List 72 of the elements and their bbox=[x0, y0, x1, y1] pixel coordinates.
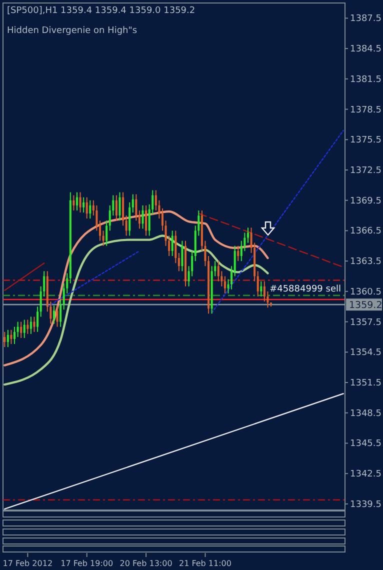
x-tick-label: 17 Feb 19:00 bbox=[60, 559, 114, 568]
candlestick bbox=[256, 270, 259, 297]
y-tick-label: 1354.5 bbox=[350, 348, 382, 358]
candlestick bbox=[224, 276, 226, 294]
candlestick bbox=[4, 331, 6, 348]
candlestick bbox=[6, 329, 9, 348]
ref-line-label: 1359.2 bbox=[349, 300, 382, 312]
x-tick-label: 17 Feb 2012 bbox=[2, 559, 53, 568]
candlestick bbox=[30, 316, 32, 334]
candlestick bbox=[86, 196, 88, 220]
candlestick bbox=[23, 319, 26, 338]
y-tick-label: 1363.5 bbox=[350, 257, 382, 268]
candlestick bbox=[132, 194, 134, 213]
candlestick bbox=[96, 204, 98, 232]
candlestick bbox=[16, 321, 19, 338]
x-tick-label: 21 Feb 11:00 bbox=[179, 559, 232, 568]
candlestick bbox=[138, 210, 140, 230]
candlestick bbox=[246, 227, 249, 244]
candlestick bbox=[115, 194, 118, 222]
candlestick bbox=[174, 230, 177, 264]
candlestick bbox=[135, 194, 138, 222]
candlestick bbox=[36, 306, 39, 332]
chart-title: [SP500],H1 1359.4 1359.4 1359.0 1359.2 bbox=[7, 6, 196, 16]
candlestick bbox=[145, 204, 148, 236]
candlestick bbox=[230, 266, 233, 290]
candlestick bbox=[181, 240, 184, 272]
ref-line-label: #45884999 sell bbox=[270, 284, 341, 294]
candlestick bbox=[178, 252, 180, 272]
y-tick-label: 1378.5 bbox=[350, 105, 382, 116]
candlestick bbox=[14, 326, 16, 345]
candlestick bbox=[99, 220, 102, 242]
y-tick-label: 1348.5 bbox=[350, 408, 382, 419]
candlestick bbox=[10, 329, 12, 345]
candlestick bbox=[142, 204, 144, 230]
candlestick bbox=[60, 299, 62, 328]
candlestick bbox=[89, 200, 92, 220]
candlestick bbox=[102, 230, 104, 246]
y-tick-label: 1375.5 bbox=[350, 136, 382, 146]
text: Hidden Divergenie on High"s bbox=[7, 26, 138, 36]
y-tick-label: 1351.5 bbox=[350, 378, 382, 388]
candlestick bbox=[237, 245, 240, 262]
y-tick-label: 1366.5 bbox=[350, 226, 382, 237]
y-tick-label: 1339.5 bbox=[350, 500, 382, 510]
candlestick bbox=[79, 192, 82, 213]
candlestick bbox=[82, 196, 85, 213]
candlestick bbox=[171, 230, 174, 256]
y-tick-label: 1342.5 bbox=[350, 470, 382, 480]
candlestick bbox=[122, 192, 124, 226]
y-tick-label: 1387.5 bbox=[350, 14, 382, 24]
x-tick-label: 20 Feb 13:00 bbox=[120, 559, 172, 568]
y-tick-label: 1357.5 bbox=[350, 318, 382, 328]
candlestick bbox=[72, 194, 75, 211]
candlestick bbox=[20, 321, 22, 338]
line-series bbox=[4, 234, 269, 386]
y-tick-label: 1372.5 bbox=[350, 166, 382, 176]
y-tick-label: 1381.5 bbox=[350, 74, 382, 85]
y-tick-label: 1345.5 bbox=[350, 439, 382, 450]
candlestick bbox=[128, 202, 131, 236]
y-tick-label: 1360.5 bbox=[350, 287, 382, 298]
candlestick bbox=[33, 316, 36, 332]
candlestick bbox=[26, 319, 29, 334]
candlestick bbox=[52, 305, 55, 324]
y-tick-label: 1369.5 bbox=[350, 196, 382, 206]
candlestick bbox=[125, 215, 128, 236]
candlestick bbox=[76, 192, 78, 211]
candlestick bbox=[118, 192, 121, 222]
candlestick bbox=[234, 245, 236, 277]
candlestick bbox=[56, 305, 58, 328]
candlestick bbox=[106, 220, 108, 246]
candlestick bbox=[161, 208, 164, 232]
candlestick bbox=[260, 280, 262, 297]
y-tick-label: 1384.5 bbox=[350, 44, 382, 55]
